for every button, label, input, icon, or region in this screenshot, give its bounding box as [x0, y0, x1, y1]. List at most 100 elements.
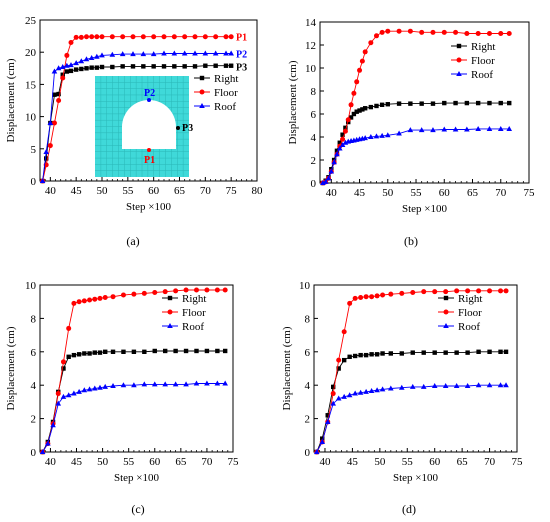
data-point [84, 66, 89, 71]
data-point [497, 382, 504, 388]
legend-marker [199, 89, 205, 95]
data-point [228, 50, 234, 56]
data-point [161, 50, 167, 56]
legend-marker [167, 309, 173, 315]
data-point [130, 34, 136, 40]
data-point [204, 380, 210, 386]
data-point [202, 34, 208, 40]
data-point [94, 34, 100, 40]
data-point [51, 68, 58, 74]
data-point [222, 287, 228, 293]
data-point [181, 50, 188, 56]
data-point [173, 348, 178, 354]
data-point [162, 348, 168, 354]
inset-label-p1: P1 [144, 155, 155, 166]
data-point [503, 288, 509, 294]
data-point [71, 390, 77, 396]
data-point [64, 69, 70, 74]
data-point [331, 159, 337, 165]
series-line [316, 351, 506, 453]
data-point [203, 63, 208, 68]
data-point [204, 348, 210, 354]
tunnel-opening [122, 100, 176, 149]
data-point [87, 351, 92, 356]
data-point [87, 297, 93, 303]
data-point [441, 126, 448, 132]
x-tick-label: 70 [201, 456, 213, 468]
data-point [204, 287, 210, 293]
data-point [384, 132, 391, 138]
data-point [476, 288, 482, 294]
x-tick-label: 75 [228, 456, 240, 468]
data-point [223, 34, 229, 40]
data-point [421, 350, 426, 355]
data-point [65, 392, 72, 398]
data-point [358, 295, 364, 301]
x-tick-label: 45 [354, 187, 366, 199]
data-point [430, 101, 436, 106]
y-tick-label: 12 [305, 40, 316, 52]
data-point [99, 64, 105, 70]
data-point [142, 349, 147, 354]
y-tick-label: 10 [299, 280, 311, 292]
data-point [120, 34, 126, 40]
x-tick-label: 75 [226, 185, 238, 197]
data-point [131, 291, 137, 297]
data-point [192, 34, 198, 40]
legend-label: Roof [458, 321, 480, 333]
data-point [454, 350, 459, 355]
x-tick-label: 50 [374, 456, 386, 468]
data-point [86, 386, 93, 392]
data-point [374, 352, 380, 357]
data-point [379, 102, 385, 107]
x-tick-label: 40 [326, 187, 338, 199]
data-point [452, 126, 459, 132]
data-point [407, 127, 414, 133]
data-point [442, 100, 447, 106]
data-point [357, 67, 363, 73]
data-point [99, 52, 105, 58]
data-point [55, 391, 61, 397]
data-point [73, 34, 79, 40]
data-point [161, 34, 167, 40]
data-point [348, 115, 354, 120]
data-point [464, 126, 470, 132]
data-point [141, 290, 147, 296]
data-point [368, 104, 374, 110]
point-p1-marker [147, 148, 151, 152]
data-point [357, 108, 362, 113]
data-point [420, 383, 427, 389]
data-point [363, 294, 369, 300]
data-point [369, 352, 374, 357]
data-point [102, 295, 108, 301]
y-tick-label: 6 [311, 109, 317, 121]
data-point [130, 64, 136, 69]
data-point [341, 329, 347, 335]
data-point [82, 351, 87, 356]
data-point [410, 290, 416, 296]
chart-panel-4: 40 45 50 55 60 65 70 75 0 2 4 6 8 10 Step ×100 Displace… [281, 280, 523, 516]
data-point [150, 51, 157, 57]
data-point [81, 298, 87, 304]
data-point [55, 400, 62, 406]
legend-label: Roof [214, 101, 236, 113]
data-point [352, 353, 358, 359]
data-point [322, 178, 329, 184]
data-point [61, 366, 66, 371]
data-point [78, 34, 84, 40]
x-tick-label: 55 [123, 456, 135, 468]
data-point [193, 380, 200, 386]
legend-label: Floor [458, 307, 482, 319]
data-point [486, 125, 493, 131]
x-tick-label: 70 [495, 187, 507, 199]
data-point [47, 143, 53, 149]
data-point [182, 34, 188, 40]
data-point [363, 352, 369, 358]
series-right [40, 63, 234, 184]
data-point [213, 34, 219, 40]
data-point [223, 50, 229, 56]
y-axis-label: Displacement (cm) [5, 58, 17, 142]
data-point [45, 440, 51, 446]
data-point [362, 49, 368, 55]
data-point [71, 352, 77, 358]
